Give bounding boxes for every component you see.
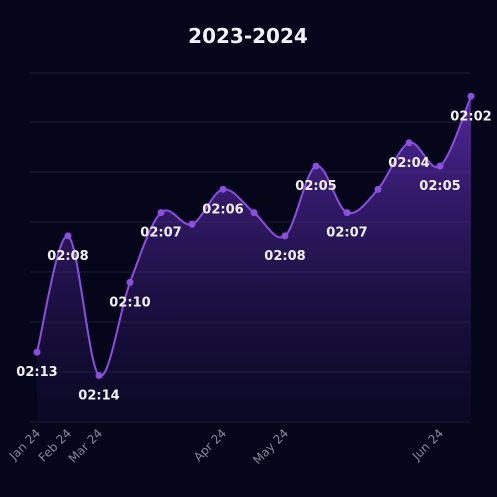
data-label: 02:05 [295, 179, 336, 194]
point [436, 162, 444, 170]
data-label: 02:10 [109, 295, 150, 310]
data-label: 02:14 [78, 388, 119, 403]
point [157, 209, 165, 217]
point [188, 220, 196, 228]
point [126, 278, 134, 286]
point [374, 185, 382, 193]
data-label: 02:13 [16, 365, 57, 380]
data-label: 02:08 [264, 249, 305, 264]
line [36, 95, 472, 377]
point [343, 209, 351, 217]
point [95, 371, 103, 379]
point [250, 209, 258, 217]
x-tick-label: Mar 24 [66, 426, 105, 465]
point [467, 92, 475, 100]
point [281, 232, 289, 240]
point [219, 185, 227, 193]
x-tick-label: Apr 24 [191, 426, 229, 464]
data-label: 02:08 [47, 249, 88, 264]
chart-title: 2023-2024 [188, 24, 308, 48]
data-label: 02:06 [202, 202, 243, 217]
point [312, 162, 320, 170]
point [405, 139, 413, 147]
data-label: 02:05 [419, 179, 460, 194]
data-label: 02:07 [140, 226, 181, 241]
x-tick-label: May 24 [250, 426, 291, 467]
area [37, 96, 471, 423]
data-label: 02:04 [388, 156, 429, 171]
point [33, 348, 41, 356]
x-tick-label: Jun 24 [409, 426, 446, 463]
point [64, 232, 72, 240]
data-label: 02:07 [326, 226, 367, 241]
data-label: 02:02 [450, 109, 491, 124]
